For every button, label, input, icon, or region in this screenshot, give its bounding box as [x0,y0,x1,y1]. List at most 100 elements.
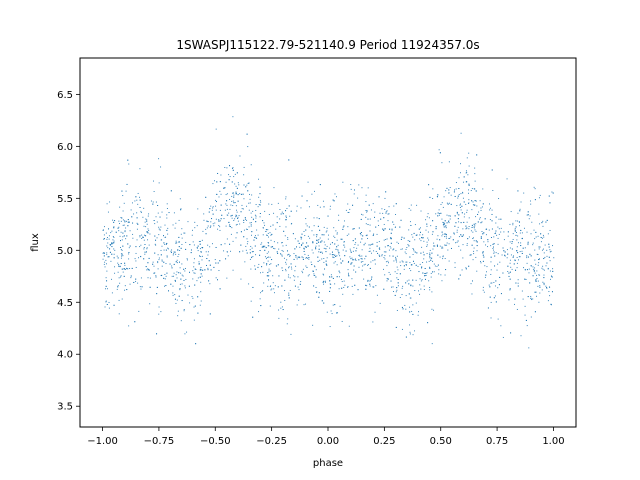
scatter-point [313,285,315,287]
scatter-point [438,213,440,215]
scatter-point [371,252,372,254]
scatter-point [164,224,166,226]
scatter-point [318,296,320,298]
scatter-point [508,275,510,277]
scatter-point [317,260,319,262]
scatter-point [267,275,269,277]
scatter-point [206,264,207,266]
scatter-point [305,257,307,259]
scatter-point [158,259,160,261]
scatter-point [173,253,175,255]
scatter-point [419,231,421,233]
scatter-point [507,253,509,255]
scatter-point [388,271,390,273]
scatter-point [384,274,386,276]
scatter-point [408,283,410,285]
scatter-point [146,248,148,250]
scatter-point [230,233,232,235]
scatter-point [431,308,433,310]
scatter-point [534,238,536,240]
scatter-point [437,196,439,198]
scatter-point [386,280,388,282]
scatter-point [536,274,538,276]
scatter-point [371,243,373,245]
scatter-point [161,245,163,247]
scatter-point [438,209,440,211]
scatter-point [415,302,417,304]
scatter-point [460,163,462,165]
scatter-point [339,272,341,274]
scatter-point [290,210,292,212]
scatter-point [106,254,108,256]
scatter-point [473,250,475,252]
scatter-point [388,213,390,215]
scatter-point [354,284,356,286]
scatter-point [426,253,428,255]
scatter-point [381,255,383,257]
scatter-point [254,265,256,267]
scatter-point [422,272,424,274]
scatter-point [494,255,496,257]
scatter-point [171,249,173,251]
scatter-point [275,265,277,267]
scatter-point [252,219,254,221]
scatter-point [347,226,349,228]
scatter-point [499,261,501,263]
scatter-point [375,226,377,228]
scatter-point [279,209,281,210]
scatter-point [489,286,491,288]
scatter-point [330,283,332,285]
scatter-point [165,285,167,287]
scatter-point [230,215,232,217]
scatter-point [227,214,229,216]
scatter-point [210,205,212,207]
y-tick-label: 3.5 [57,402,73,413]
scatter-point [206,227,208,229]
scatter-point [267,272,269,274]
scatter-point [111,242,113,244]
scatter-point [274,285,276,287]
scatter-point [490,273,492,275]
scatter-point [429,267,431,269]
scatter-point [516,267,518,269]
scatter-point [431,257,433,259]
scatter-point [108,228,110,230]
scatter-point [363,278,365,280]
scatter-point [426,225,428,227]
scatter-point [500,293,502,295]
scatter-point [260,201,262,203]
scatter-point [397,269,399,271]
scatter-point [262,234,264,236]
scatter-point [472,280,473,282]
scatter-point [387,245,389,247]
scatter-point [235,191,237,193]
scatter-point [273,187,275,189]
scatter-point [396,266,398,268]
scatter-point [481,221,483,223]
scatter-point [272,282,274,284]
scatter-point [297,276,299,278]
scatter-point [457,240,459,242]
scatter-point [134,258,136,260]
scatter-point [232,269,234,271]
scatter-point [487,239,489,241]
scatter-point [248,226,250,228]
scatter-point [175,222,177,224]
scatter-point [530,295,532,297]
scatter-point [119,235,121,237]
x-tick-label: −0.75 [144,436,175,447]
scatter-point [319,206,321,208]
scatter-point [285,219,287,221]
scatter-point [502,336,504,338]
scatter-point [259,200,261,202]
scatter-point [193,258,195,260]
scatter-point [424,275,426,277]
scatter-point [468,217,470,219]
scatter-point [387,220,389,222]
scatter-point [535,231,537,233]
scatter-point [372,203,374,205]
scatter-point [384,228,386,229]
scatter-point [196,280,198,282]
scatter-point [366,211,368,213]
